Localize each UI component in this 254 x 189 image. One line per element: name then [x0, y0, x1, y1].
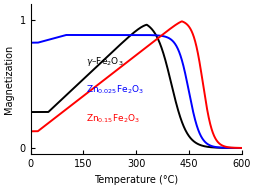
Text: Zn$_{0.15}$Fe$_2$O$_3$: Zn$_{0.15}$Fe$_2$O$_3$	[85, 112, 139, 125]
Text: Zn$_{0.025}$Fe$_2$O$_3$: Zn$_{0.025}$Fe$_2$O$_3$	[85, 84, 143, 96]
X-axis label: Temperature (°C): Temperature (°C)	[94, 175, 178, 185]
Y-axis label: Magnetization: Magnetization	[4, 45, 14, 114]
Text: $\gamma$–Fe$_2$O$_3$: $\gamma$–Fe$_2$O$_3$	[85, 55, 123, 68]
